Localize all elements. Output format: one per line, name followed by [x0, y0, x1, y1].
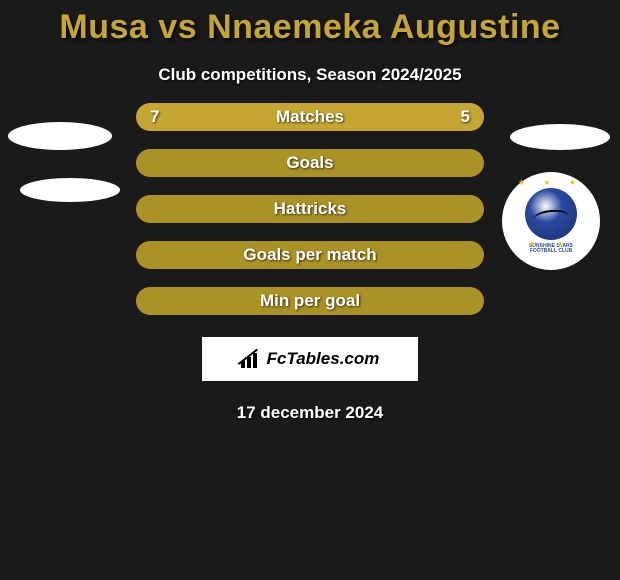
- page-title: Musa vs Nnaemeka Augustine: [0, 8, 620, 47]
- stat-label: Matches: [276, 107, 344, 127]
- logo-stars-bottom: ★ ★: [502, 240, 600, 248]
- watermark-text: FcTables.com: [241, 349, 380, 369]
- club-logo: ★ ★ ★ SUNSHINE STARS FOOTBALL CLUB ★ ★: [502, 172, 600, 270]
- stat-label: Goals: [286, 153, 333, 173]
- stat-row-hattricks: Hattricks: [136, 195, 484, 223]
- player1-name: Musa: [59, 8, 148, 46]
- player1-placeholder-1: [8, 122, 112, 150]
- stat-row-goals-per-match: Goals per match: [136, 241, 484, 269]
- stat-label: Hattricks: [274, 199, 347, 219]
- logo-stars-top: ★ ★ ★: [502, 178, 600, 187]
- stat-row-min-per-goal: Min per goal: [136, 287, 484, 315]
- watermark: FcTables.com: [202, 337, 418, 381]
- stat-row-goals: Goals: [136, 149, 484, 177]
- player1-placeholder-2: [20, 178, 120, 202]
- date: 17 december 2024: [0, 403, 620, 423]
- chart-icon: [241, 350, 263, 368]
- stat-left-value: 7: [150, 107, 159, 127]
- player2-name: Nnaemeka Augustine: [207, 8, 561, 46]
- stats-table: 7 Matches 5 Goals Hattricks Goals per ma…: [136, 103, 484, 315]
- vs-text: vs: [158, 8, 197, 46]
- stat-label: Min per goal: [260, 291, 360, 311]
- stat-label: Goals per match: [243, 245, 376, 265]
- subtitle: Club competitions, Season 2024/2025: [0, 65, 620, 85]
- stat-right-value: 5: [461, 107, 470, 127]
- player2-placeholder-1: [510, 124, 610, 150]
- logo-ball-icon: [525, 188, 577, 240]
- comparison-card: Musa vs Nnaemeka Augustine Club competit…: [0, 0, 620, 423]
- stat-row-matches: 7 Matches 5: [136, 103, 484, 131]
